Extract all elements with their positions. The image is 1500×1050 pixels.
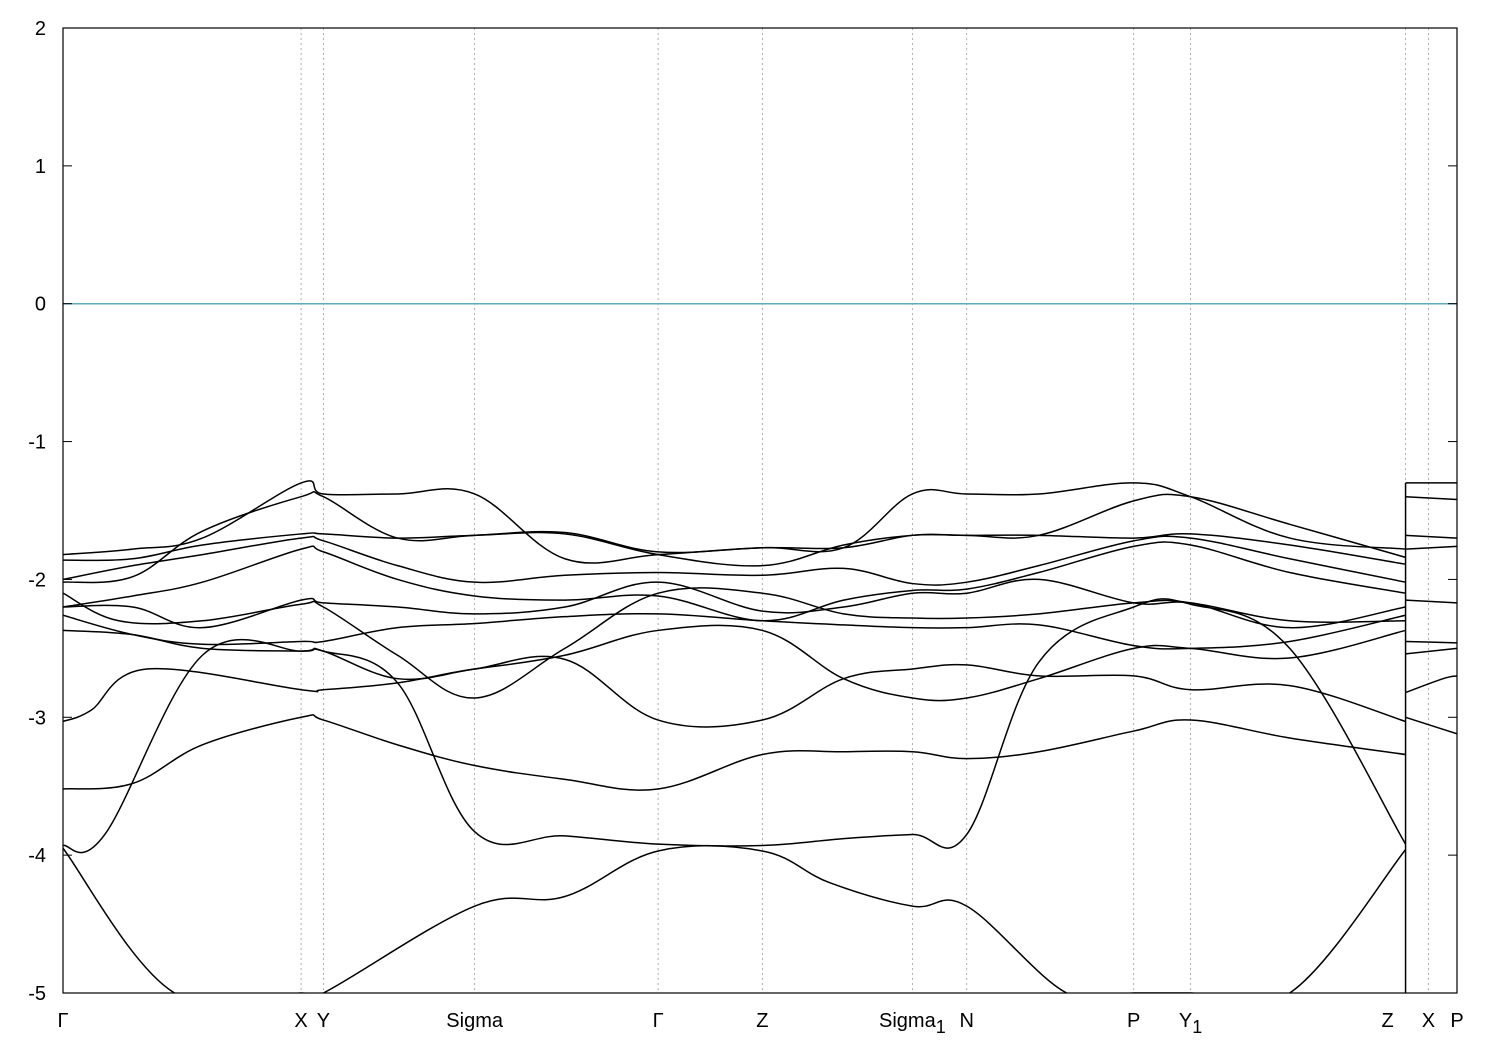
x-tick-label: P <box>1450 1010 1463 1032</box>
x-tick-label: Y1 <box>1179 1010 1202 1037</box>
band-line <box>1405 545 1457 550</box>
band-line <box>1405 647 1457 655</box>
y-axis-ticks: 2 1 0 -1 -2 -3 -4 -5 <box>28 18 1457 1005</box>
x-tick-label: Γ <box>57 1010 68 1032</box>
y-tick-label: -5 <box>28 983 46 1005</box>
x-tick-label: Z <box>756 1010 768 1032</box>
band-line <box>1405 716 1457 735</box>
x-tick-label: Sigma <box>446 1010 504 1032</box>
band-line <box>1405 495 1457 501</box>
y-tick-label: 2 <box>35 18 46 40</box>
x-tick-label: N <box>960 1010 974 1032</box>
band-line <box>63 598 1407 854</box>
band-line <box>1405 534 1457 539</box>
y-tick-label: -3 <box>28 707 46 729</box>
y-tick-label: -1 <box>28 432 46 454</box>
band-line <box>63 541 1406 622</box>
band-line <box>63 587 1406 699</box>
y-tick-label: 1 <box>35 156 46 178</box>
band-line <box>63 480 1406 564</box>
band-line <box>63 655 1406 728</box>
x-tick-label: Y <box>317 1010 330 1032</box>
band-line <box>1405 640 1457 644</box>
band-line <box>63 714 1406 791</box>
band-line <box>63 624 1406 702</box>
y-tick-label: -2 <box>28 569 46 591</box>
y-tick-label: -4 <box>28 845 46 867</box>
x-tick-label: X <box>1422 1010 1435 1032</box>
x-tick-label: X <box>294 1010 307 1032</box>
x-tick-label: P <box>1127 1010 1140 1032</box>
band-line <box>63 531 1406 567</box>
x-tick-label: Z <box>1381 1010 1393 1032</box>
band-line <box>63 578 1406 629</box>
x-axis-labels: Γ X Y Sigma Γ Z Sigma1 N P Y1 Z X P <box>57 1010 1463 1037</box>
y-tick-label: 0 <box>35 294 46 316</box>
x-tick-label: Sigma1 <box>879 1010 946 1037</box>
band-line <box>1405 675 1457 694</box>
grid-lines <box>300 28 1429 993</box>
band-line <box>1405 599 1457 604</box>
x-tick-label: Γ <box>653 1010 664 1032</box>
plot-frame <box>62 27 1458 994</box>
band-line <box>63 612 1406 650</box>
band-line <box>63 845 1407 993</box>
band-lines <box>63 480 1457 993</box>
